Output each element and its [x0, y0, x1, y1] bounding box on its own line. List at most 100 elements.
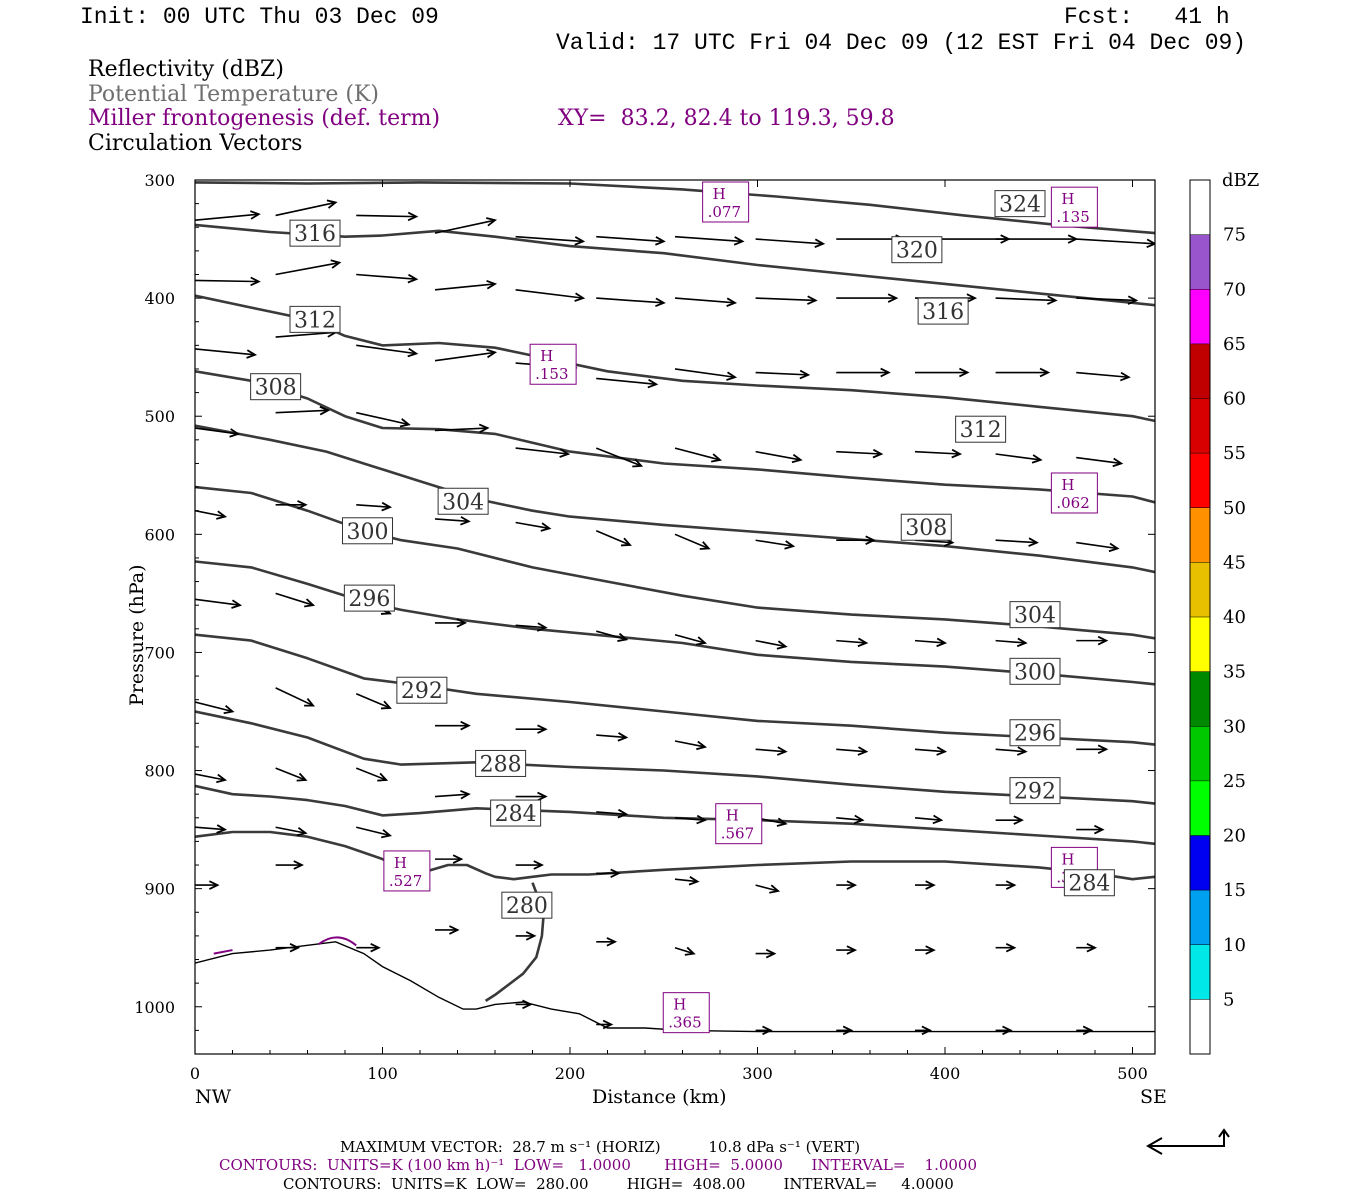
colorbar-segment [1190, 944, 1210, 1000]
y-tick-label: 600 [144, 525, 175, 544]
circulation-vector [275, 860, 304, 870]
circulation-vector [356, 344, 419, 358]
svg-text:H: H [726, 807, 739, 825]
circulation-vector [596, 808, 629, 819]
circulation-vector [995, 453, 1043, 464]
circulation-vector [915, 1025, 933, 1036]
circulation-vector [515, 622, 548, 632]
circulation-vector [755, 238, 826, 248]
circulation-vector [515, 931, 537, 941]
colorbar-label: 55 [1223, 443, 1246, 464]
circulation-vector [515, 447, 571, 458]
circulation-vector [355, 767, 389, 782]
legend-vectors: Circulation Vectors [88, 131, 303, 156]
circulation-vector [435, 854, 464, 864]
colorbar-label: 5 [1223, 989, 1234, 1010]
circulation-vector [915, 880, 936, 890]
theta-label: 292 [1009, 777, 1061, 805]
circulation-vector [515, 521, 552, 532]
circulation-vector [914, 814, 944, 825]
circulation-vector [275, 500, 308, 510]
theta-contour-300 [195, 560, 1155, 686]
legend-frontogenesis: Miller frontogenesis (def. term) [88, 106, 441, 131]
colorbar-segment [1190, 890, 1210, 945]
circulation-vector [755, 539, 796, 550]
circulation-vector [755, 884, 781, 894]
circulation-vector [674, 946, 696, 956]
circulation-vector [596, 732, 629, 742]
svg-text:284: 284 [1068, 872, 1110, 897]
circulation-vector [515, 724, 548, 734]
svg-text:.135: .135 [1056, 208, 1089, 226]
circulation-vector [434, 789, 471, 800]
circulation-vector [836, 637, 869, 648]
theta-label: 284 [1063, 869, 1115, 897]
circulation-vector [356, 501, 393, 512]
y-tick-label: 900 [144, 880, 175, 899]
circulation-vector [435, 720, 471, 731]
circulation-vector [355, 693, 392, 710]
y-tick-label: 1000 [134, 998, 175, 1017]
y-axis-title: Pressure (hPa) [126, 564, 148, 706]
theta-label: 300 [342, 517, 393, 545]
svg-text:H: H [1061, 850, 1074, 868]
circulation-vector [435, 925, 460, 935]
svg-text:H: H [394, 854, 407, 872]
colorbar-segment [1190, 180, 1210, 235]
circulation-vector [596, 377, 659, 389]
plot-frame [194, 179, 1156, 1055]
colorbar-segment [1190, 562, 1210, 617]
circulation-vector [674, 447, 723, 463]
colorbar-segment [1190, 507, 1210, 563]
theta-contour-312 [195, 370, 1155, 504]
circulation-vector [1076, 824, 1105, 835]
circulation-vector [275, 592, 316, 608]
circulation-vector [1076, 238, 1155, 249]
theta-label: 312 [955, 415, 1007, 443]
circulation-vector [915, 945, 936, 955]
colorbar-segment [1190, 453, 1210, 508]
circulation-vector [836, 293, 899, 303]
circulation-vector [995, 637, 1028, 648]
svg-text:292: 292 [1014, 780, 1056, 805]
colorbar-segment [1190, 343, 1210, 399]
theta-contour-284 [195, 830, 1155, 881]
circulation-vector [755, 746, 788, 756]
y-tick-label: 300 [144, 171, 175, 190]
theta-label: 320 [891, 236, 943, 264]
circulation-vector [836, 367, 891, 378]
circulation-vector [434, 348, 498, 362]
frontogenesis-max-label: H.062 [1050, 472, 1098, 514]
colorbar-label: 35 [1223, 662, 1246, 683]
colorbar-units: dBZ [1222, 170, 1260, 191]
circulation-vector [995, 1025, 1013, 1036]
circulation-vector [596, 297, 666, 308]
theta-label: 284 [490, 799, 542, 827]
circulation-vector [836, 945, 858, 955]
svg-text:H: H [713, 185, 726, 203]
circulation-vector [195, 276, 261, 287]
frontogenesis-max-label: H.365 [662, 992, 710, 1034]
circulation-vector [836, 880, 858, 890]
colorbar-segment [1190, 398, 1210, 454]
circulation-vector [1076, 1025, 1094, 1036]
svg-text:.567: .567 [721, 825, 754, 843]
circulation-vector [995, 295, 1058, 305]
colorbar-label: 40 [1223, 607, 1246, 628]
circulation-vector [1076, 371, 1131, 382]
y-tick-label: 800 [144, 762, 175, 781]
svg-text:316: 316 [922, 300, 964, 325]
colorbar-segment [1190, 835, 1210, 891]
theta-label: 296 [1009, 719, 1061, 747]
circulation-vector [755, 369, 811, 380]
colorbar-segment [1190, 671, 1210, 727]
circulation-vector [515, 235, 586, 246]
frontogenesis-contour [318, 936, 357, 947]
circulation-vector [356, 826, 393, 839]
circulation-vector [434, 516, 471, 526]
theta-label: 308 [250, 373, 302, 401]
x-axis-right-end: SE [1140, 1086, 1167, 1108]
circulation-vector [755, 450, 803, 464]
circulation-vector [995, 537, 1039, 547]
theta-label: 292 [396, 676, 448, 704]
